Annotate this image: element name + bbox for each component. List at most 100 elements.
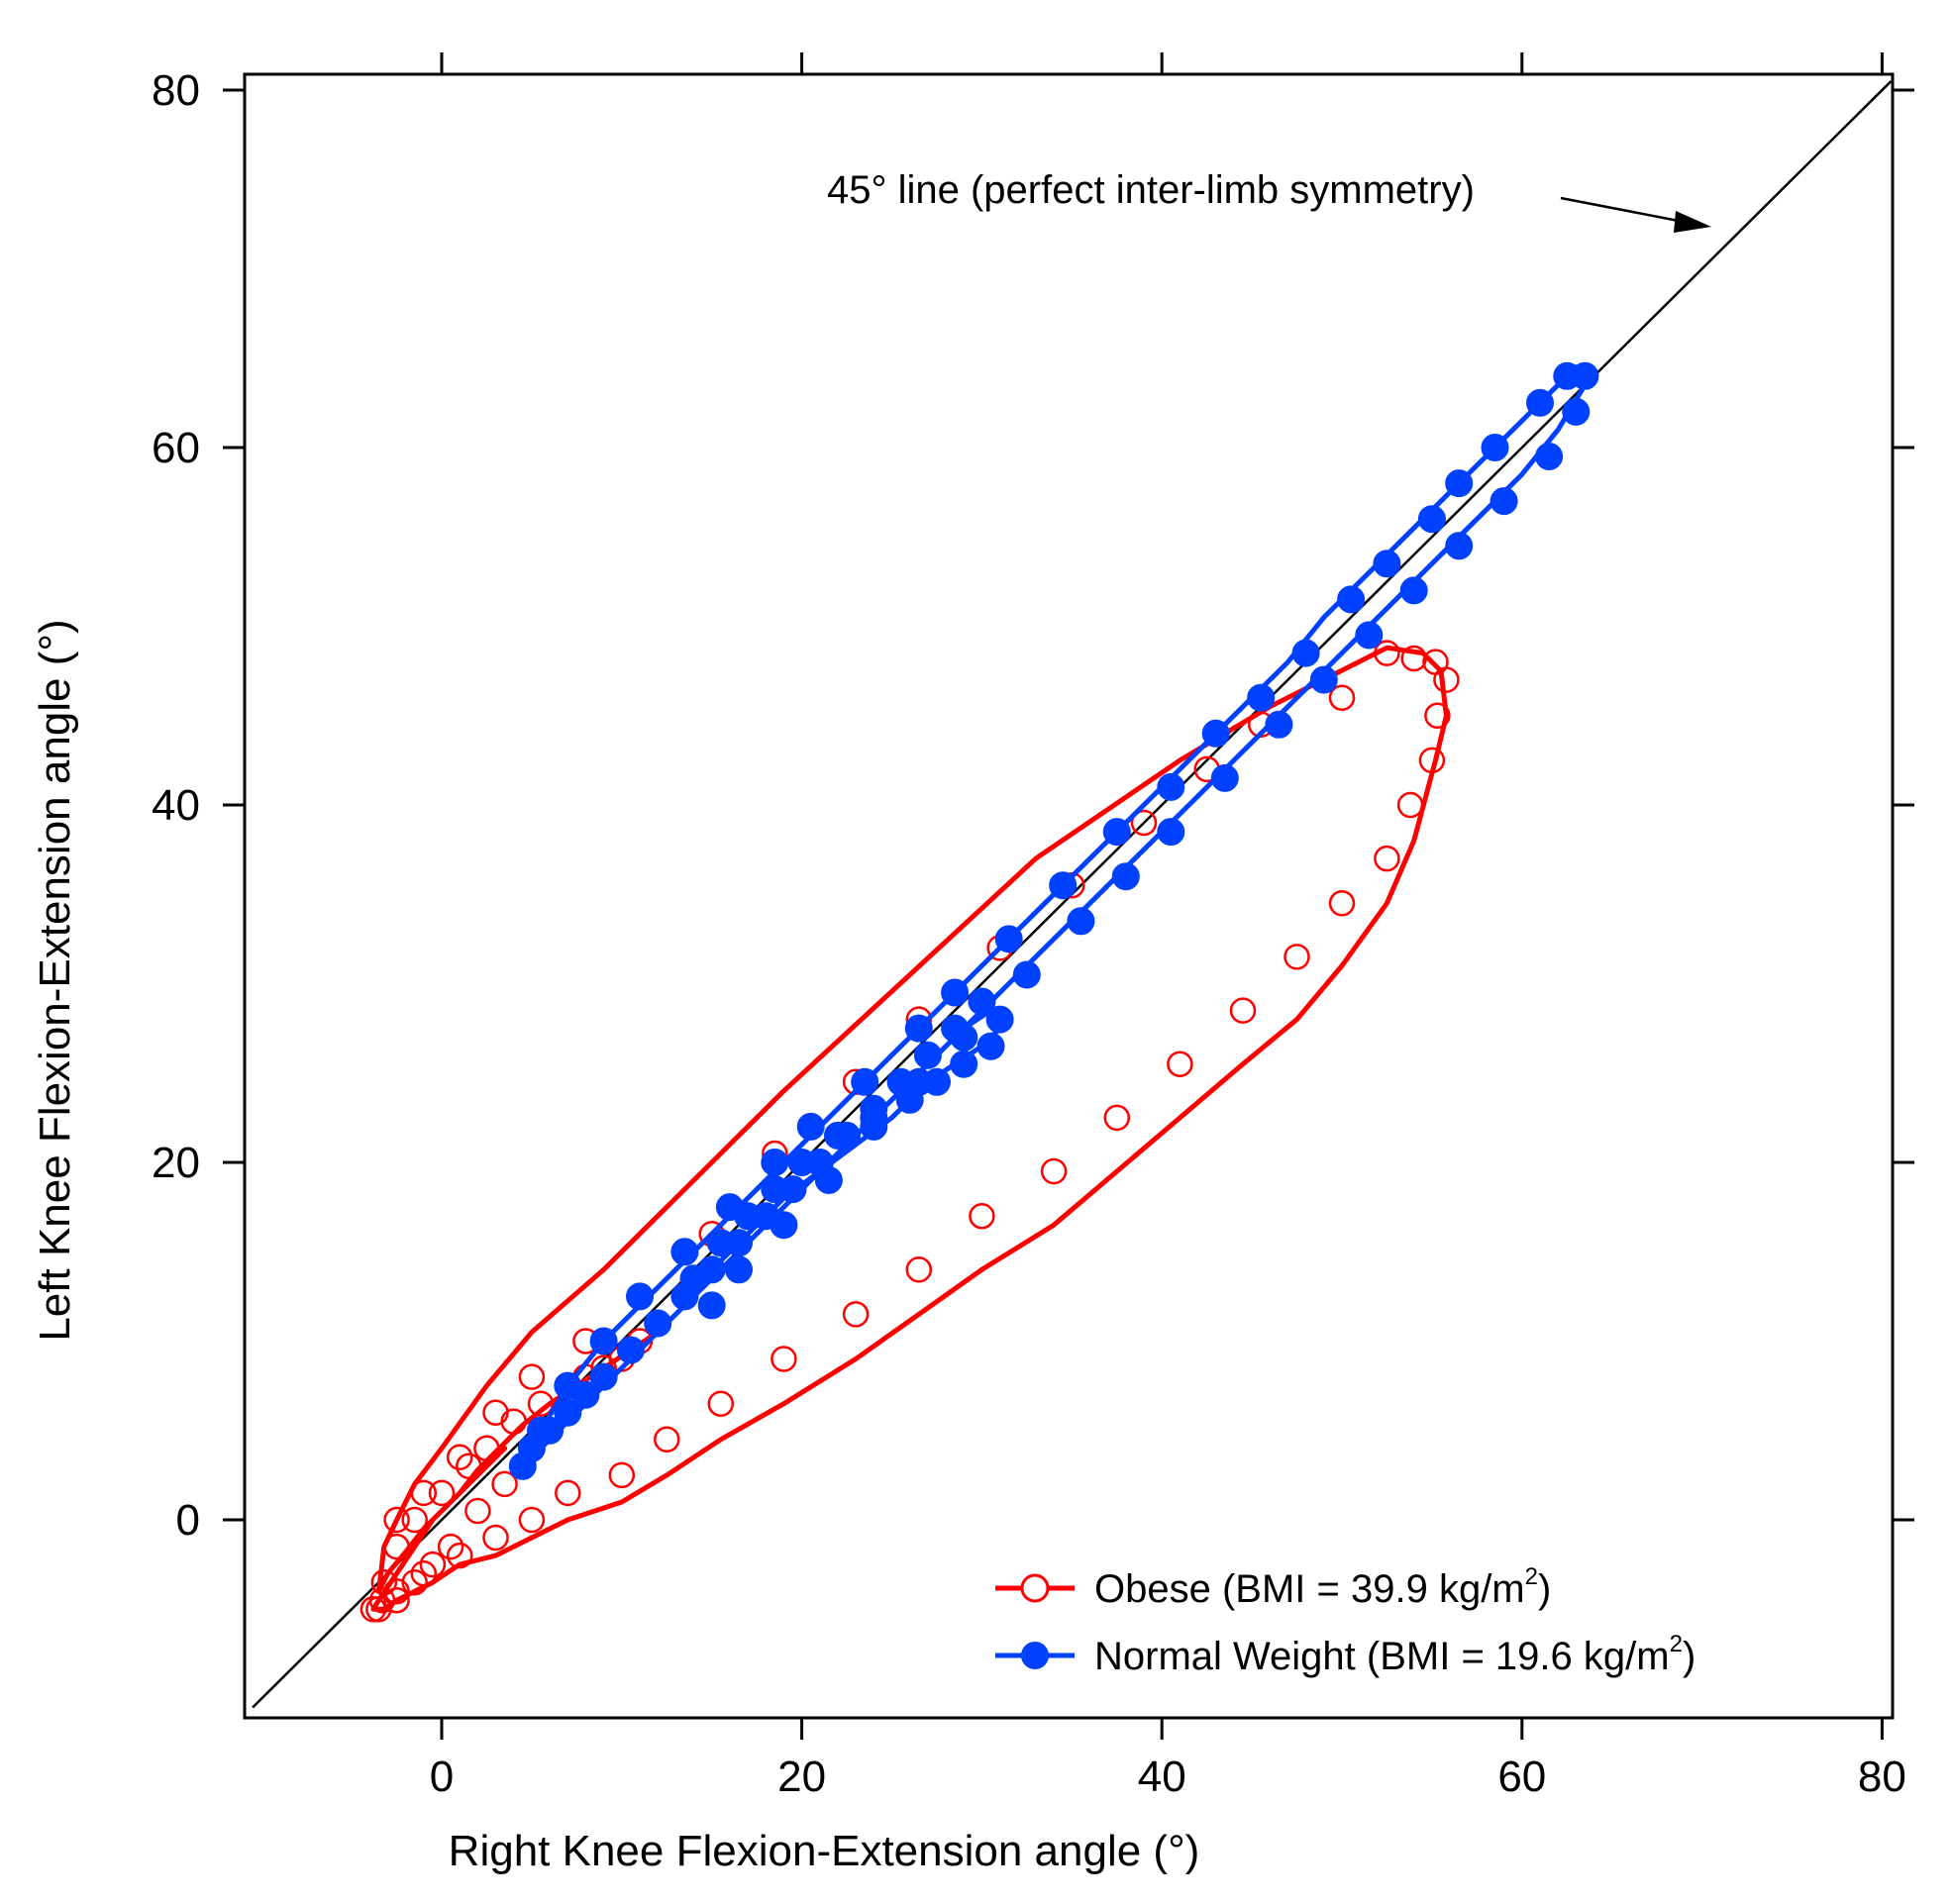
y-tick-label: 40 bbox=[152, 781, 200, 830]
legend-normal-close: ) bbox=[1683, 1635, 1695, 1678]
data-point bbox=[616, 1336, 645, 1364]
data-point bbox=[554, 1371, 582, 1400]
data-point bbox=[679, 1264, 708, 1293]
data-point bbox=[554, 1398, 582, 1427]
legend-normal-sup: 2 bbox=[1670, 1631, 1683, 1657]
data-point bbox=[410, 1559, 438, 1587]
data-point bbox=[904, 1067, 933, 1096]
data-point bbox=[518, 1363, 546, 1390]
data-point bbox=[1422, 649, 1449, 675]
data-point bbox=[437, 1533, 464, 1560]
series-layer bbox=[360, 361, 1599, 1623]
data-point bbox=[670, 1238, 699, 1266]
data-point bbox=[383, 1586, 410, 1614]
data-point bbox=[994, 925, 1023, 953]
y-tick-label: 0 bbox=[176, 1496, 200, 1545]
data-point bbox=[941, 978, 970, 1007]
data-point bbox=[644, 1309, 672, 1338]
data-point bbox=[1424, 702, 1451, 730]
legend: Obese (BMI = 39.9 kg/m2) Normal Weight (… bbox=[995, 1563, 1695, 1678]
data-point bbox=[383, 1533, 410, 1560]
data-point bbox=[787, 1149, 816, 1176]
data-point bbox=[824, 1121, 852, 1150]
data-point bbox=[842, 1301, 870, 1328]
data-point bbox=[1526, 388, 1554, 417]
data-point bbox=[1328, 684, 1356, 711]
data-point bbox=[1400, 645, 1427, 672]
data-point bbox=[464, 1497, 491, 1525]
data-point bbox=[1102, 818, 1131, 847]
data-point bbox=[527, 1390, 555, 1417]
data-point bbox=[761, 1149, 789, 1176]
data-point bbox=[589, 1327, 618, 1355]
annotation-arrow-head bbox=[1674, 211, 1711, 233]
data-point bbox=[1210, 763, 1239, 792]
data-point bbox=[851, 1067, 879, 1096]
data-point bbox=[1247, 683, 1276, 712]
data-point bbox=[1130, 809, 1158, 837]
data-point bbox=[770, 1211, 798, 1240]
data-point bbox=[428, 1479, 456, 1507]
data-point bbox=[1445, 532, 1474, 560]
axis-ticks: 0 20 40 60 80 0 20 40 60 80 bbox=[152, 52, 1914, 1801]
data-point bbox=[860, 1112, 888, 1141]
data-point bbox=[1309, 665, 1338, 694]
x-tick-label: 20 bbox=[777, 1753, 826, 1801]
x-tick-label: 80 bbox=[1858, 1753, 1906, 1801]
data-point bbox=[976, 1032, 1005, 1060]
data-point bbox=[383, 1577, 410, 1605]
data-point bbox=[1445, 469, 1474, 498]
data-point bbox=[1157, 818, 1185, 847]
data-point bbox=[1103, 1104, 1131, 1132]
data-point bbox=[1012, 960, 1041, 989]
data-point bbox=[654, 1426, 680, 1453]
data-point bbox=[761, 1175, 789, 1204]
data-point bbox=[1562, 397, 1591, 426]
data-point bbox=[1417, 505, 1446, 534]
data-point bbox=[1374, 640, 1400, 666]
legend-obese-label: Obese (BMI = 39.9 kg/m2) bbox=[1094, 1563, 1551, 1611]
series-line bbox=[370, 645, 1449, 1612]
data-point bbox=[814, 1166, 843, 1194]
data-point bbox=[401, 1506, 428, 1534]
data-point bbox=[383, 1506, 410, 1534]
data-point bbox=[707, 1390, 735, 1417]
data-point bbox=[985, 1005, 1014, 1034]
data-point bbox=[1067, 907, 1095, 936]
data-point bbox=[950, 1050, 978, 1078]
data-point bbox=[1396, 791, 1424, 819]
data-point bbox=[1399, 576, 1428, 605]
data-point bbox=[913, 1041, 942, 1069]
data-point bbox=[482, 1524, 509, 1552]
data-point bbox=[456, 1453, 482, 1480]
legend-obese-marker bbox=[1020, 1573, 1050, 1603]
data-point bbox=[518, 1506, 546, 1534]
annotation-text: 45° line (perfect inter-limb symmetry) bbox=[827, 168, 1475, 212]
data-point bbox=[608, 1461, 636, 1489]
data-point bbox=[1111, 862, 1140, 891]
legend-obese-sup: 2 bbox=[1525, 1563, 1538, 1590]
data-point bbox=[500, 1408, 527, 1435]
data-point bbox=[419, 1551, 447, 1578]
data-point bbox=[796, 1112, 825, 1141]
data-point bbox=[1040, 1157, 1068, 1185]
data-point bbox=[1284, 944, 1310, 970]
data-point bbox=[706, 1229, 735, 1257]
legend-normal-label: Normal Weight (BMI = 19.6 kg/m2) bbox=[1094, 1631, 1695, 1678]
data-point bbox=[589, 1362, 618, 1391]
y-tick-label: 80 bbox=[152, 66, 200, 115]
data-point bbox=[555, 1479, 581, 1507]
data-point bbox=[1481, 434, 1509, 461]
data-point bbox=[527, 1416, 555, 1445]
x-axis-title: Right Knee Flexion-Extension angle (°) bbox=[449, 1827, 1200, 1875]
legend-normal-main: Normal Weight (BMI = 19.6 kg/m bbox=[1094, 1635, 1670, 1678]
data-point bbox=[969, 1202, 995, 1230]
data-point bbox=[1553, 361, 1582, 390]
legend-normal-marker bbox=[1021, 1642, 1049, 1669]
data-point bbox=[697, 1291, 726, 1320]
data-point bbox=[626, 1282, 654, 1311]
data-point bbox=[1049, 871, 1078, 900]
data-point bbox=[1157, 772, 1185, 801]
